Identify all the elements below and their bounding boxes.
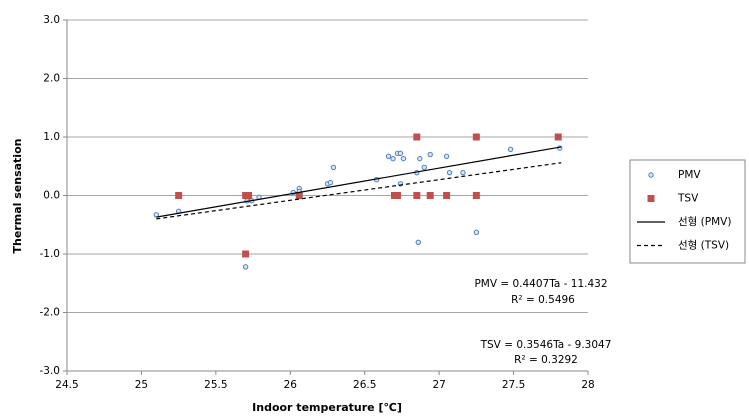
- point: [460, 169, 466, 176]
- y-tick-label: -1.0: [40, 248, 61, 260]
- point: [413, 133, 421, 141]
- point: [443, 192, 451, 199]
- legend-swatch: [647, 195, 655, 202]
- legend-box: [629, 159, 746, 264]
- point: [385, 153, 392, 160]
- annotation: PMV = 0.4407Ta - 11.432: [474, 278, 607, 290]
- x-tick-label: 27: [432, 379, 445, 391]
- legend-swatch: [648, 172, 654, 178]
- legend-label: 선형 (TSV): [678, 240, 729, 252]
- x-tick-label: 26: [284, 379, 298, 391]
- trend-line: [156, 146, 562, 218]
- x-tick-label: 26.5: [353, 379, 376, 391]
- point: [242, 264, 249, 270]
- point: [427, 151, 433, 158]
- y-tick-label: 1.0: [43, 131, 60, 143]
- y-tick-label: 2.0: [43, 73, 60, 85]
- point: [400, 155, 407, 162]
- annotation: R² = 0.5496: [511, 294, 575, 306]
- x-tick-label: 28: [581, 379, 594, 391]
- point: [397, 150, 404, 157]
- point: [245, 192, 253, 199]
- legend-label: 선형 (PMV): [678, 216, 731, 228]
- y-tick-label: 0.0: [43, 190, 60, 202]
- annotation: TSV = 0.3546Ta - 9.3047: [480, 339, 612, 351]
- legend-label: PMV: [678, 169, 701, 181]
- point: [413, 192, 421, 199]
- x-tick-label: 27.5: [502, 379, 525, 391]
- point: [295, 192, 303, 199]
- point: [390, 155, 396, 162]
- point: [446, 169, 453, 176]
- x-tick-label: 25: [135, 379, 148, 391]
- y-axis-title: Thermal sensation: [11, 139, 24, 254]
- point: [557, 145, 563, 151]
- annotation: R² = 0.3292: [514, 354, 578, 366]
- point: [472, 133, 480, 141]
- point: [473, 229, 480, 236]
- point: [472, 192, 480, 199]
- point: [507, 146, 514, 152]
- x-tick-label: 25.5: [204, 379, 227, 391]
- y-tick-label: -2.0: [40, 307, 61, 319]
- point: [393, 192, 401, 199]
- point: [242, 250, 250, 258]
- point: [417, 155, 423, 162]
- legend-label: TSV: [677, 193, 699, 205]
- point: [421, 164, 427, 171]
- point: [330, 164, 337, 171]
- point: [443, 153, 450, 160]
- x-tick-label: 24.5: [55, 379, 78, 391]
- y-tick-label: 3.0: [43, 14, 60, 26]
- x-axis-title: Indoor temperature [℃]: [252, 401, 402, 414]
- point: [415, 239, 422, 246]
- point: [426, 192, 434, 199]
- trend-line: [156, 162, 562, 220]
- point: [175, 192, 183, 199]
- point: [554, 133, 562, 141]
- point: [327, 179, 334, 186]
- y-tick-label: -3.0: [40, 365, 61, 377]
